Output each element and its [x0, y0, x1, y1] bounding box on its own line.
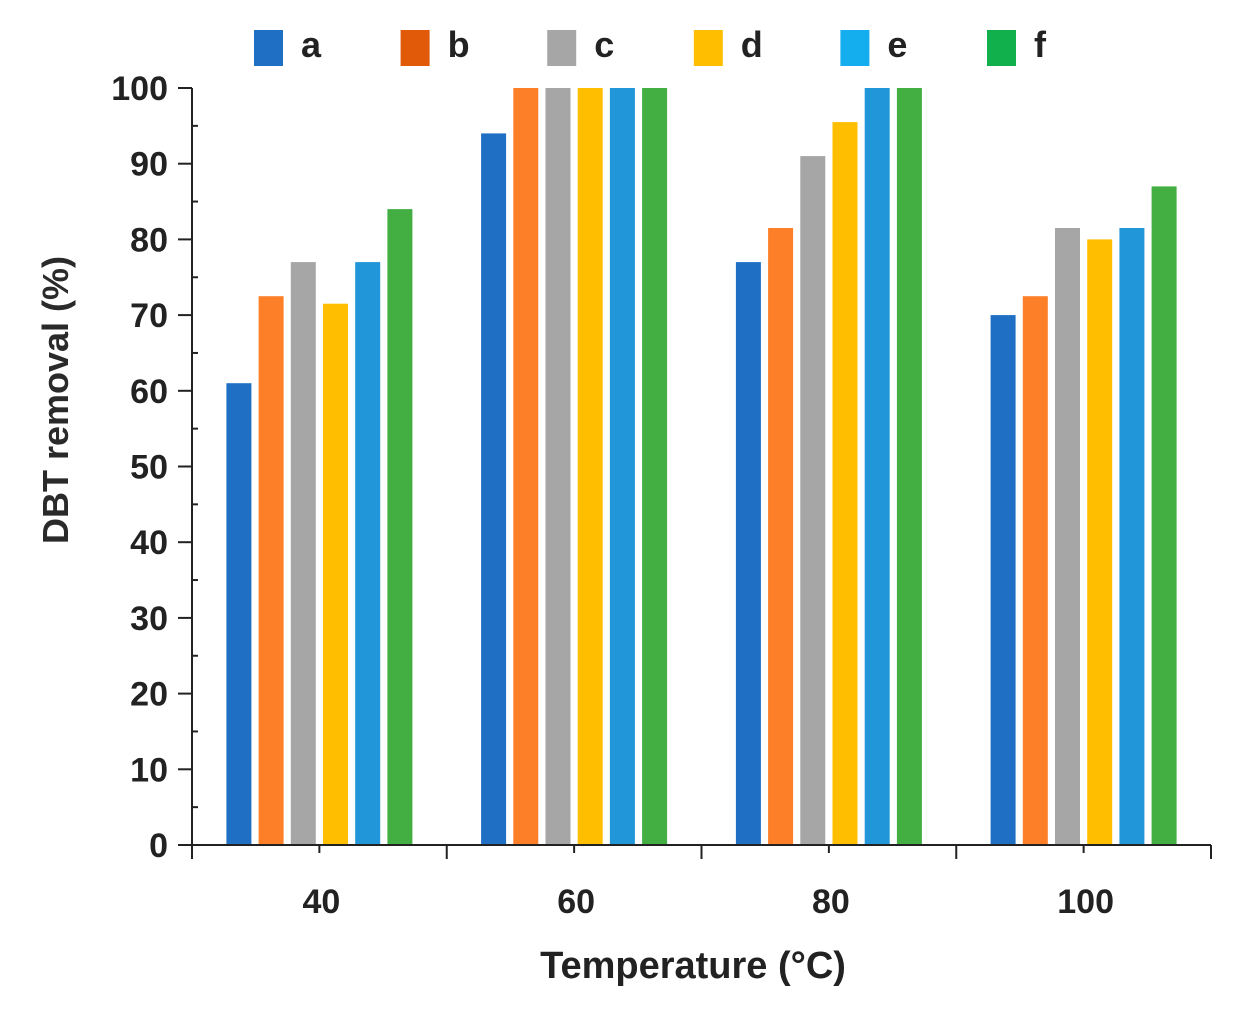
legend-swatch-b [400, 30, 430, 66]
x-axis-title: Temperature (°C) [540, 945, 846, 987]
bar-c-80 [800, 156, 826, 846]
bar-a-100 [990, 315, 1016, 846]
y-tick-label: 20 [130, 676, 168, 714]
bar-d-40 [323, 303, 348, 845]
y-tick-label: 0 [149, 827, 168, 865]
bar-c-100 [1055, 228, 1080, 845]
legend-label-b: b [448, 24, 470, 65]
legend-swatch-e [840, 30, 870, 66]
y-tick-label: 70 [130, 297, 168, 335]
bar-a-60 [481, 133, 507, 845]
bar-b-60 [513, 88, 539, 845]
x-tick-label-40: 40 [302, 883, 340, 921]
bar-f-60 [642, 88, 668, 845]
bar-e-100 [1119, 228, 1145, 845]
legend-label-a: a [301, 24, 322, 65]
x-tick-label-60: 60 [557, 883, 595, 921]
bar-a-40 [226, 383, 252, 845]
bar-c-40 [290, 262, 316, 846]
legend-swatch-a [254, 30, 283, 66]
legend-label-d: d [741, 24, 763, 65]
bar-e-60 [609, 88, 635, 845]
y-tick-label: 40 [130, 524, 168, 562]
axes [178, 87, 1212, 859]
bar-f-80 [896, 88, 922, 845]
y-tick-label: 100 [111, 70, 168, 108]
bar-b-80 [768, 228, 794, 845]
x-tick-label-100: 100 [1057, 883, 1114, 921]
y-tick-label: 80 [130, 221, 168, 259]
y-tick-label: 10 [130, 751, 168, 789]
bar-e-80 [864, 88, 890, 845]
bar-f-100 [1151, 186, 1177, 845]
y-tick-label: 90 [130, 146, 168, 184]
legend-swatch-f [987, 30, 1016, 66]
bar-e-40 [355, 262, 381, 846]
legend-label-c: c [594, 24, 614, 65]
y-tick-label: 50 [130, 449, 168, 487]
x-tick-label-80: 80 [812, 883, 850, 921]
y-tick-label: 60 [130, 373, 168, 411]
legend-label-e: e [887, 24, 907, 65]
legend: a b c d e f [254, 24, 1047, 66]
legend-swatch-d [693, 30, 723, 66]
legend-label-f: f [1034, 24, 1047, 65]
tick-labels: 0 10 20 30 40 50 60 70 80 90 100 40 60 80 100 [111, 70, 1114, 921]
bars [226, 88, 1177, 846]
bar-a-80 [735, 262, 761, 846]
legend-swatch-c [547, 30, 577, 66]
bar-d-100 [1087, 239, 1113, 845]
bar-b-40 [258, 296, 284, 845]
bar-f-40 [387, 209, 413, 846]
y-axis-title: DBT removal (%) [35, 256, 76, 544]
bar-c-60 [545, 88, 571, 845]
bar-d-80 [832, 122, 858, 846]
bar-b-100 [1022, 296, 1048, 845]
y-tick-label: 30 [130, 600, 168, 638]
bar-d-60 [577, 88, 603, 845]
